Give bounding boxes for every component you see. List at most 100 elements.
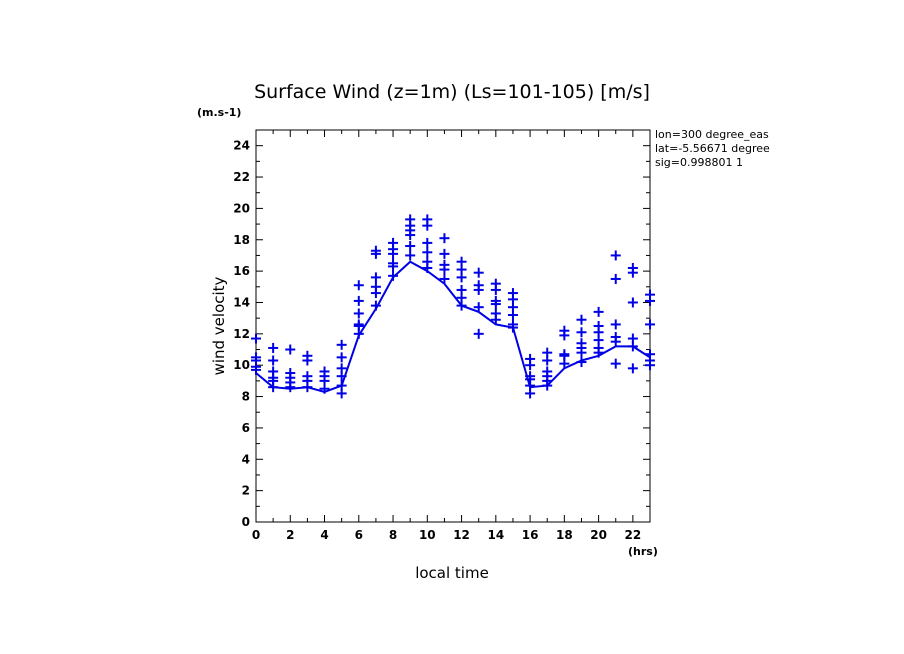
y-tick-label: 14 (233, 295, 250, 309)
wind-sample-marker (593, 347, 604, 358)
wind-sample-marker (439, 264, 450, 275)
wind-sample-marker (610, 319, 621, 330)
x-axis: 0 2 4 6 8 10 12 14 16 18 20 22 (252, 130, 651, 542)
wind-sample-marker (473, 302, 484, 313)
wind-sample-marker (542, 380, 553, 391)
x-tick-label: 2 (286, 528, 294, 542)
wind-sample-marker (405, 230, 416, 241)
y-tick-label: 4 (242, 452, 250, 466)
x-tick-label: 16 (522, 528, 539, 542)
wind-sample-marker (542, 355, 553, 366)
wind-sample-marker (627, 267, 638, 278)
wind-sample-marker (405, 241, 416, 252)
wind-sample-marker (422, 220, 433, 231)
y-tick-label: 18 (233, 233, 250, 247)
y-tick-label: 24 (233, 139, 250, 153)
wind-sample-marker (525, 360, 536, 371)
wind-sample-marker (576, 327, 587, 338)
y-tick-label: 2 (242, 484, 250, 498)
wind-sample-marker (336, 388, 347, 399)
x-tick-label: 20 (590, 528, 607, 542)
mean-wind-line (255, 260, 651, 393)
wind-sample-marker (610, 250, 621, 261)
wind-sample-marker (353, 328, 364, 339)
wind-sample-marker (268, 382, 279, 393)
info-lon: lon=300 degree_eas (655, 128, 769, 141)
y-tick-label: 6 (242, 421, 250, 435)
wind-sample-marker (336, 371, 347, 382)
wind-sample-marker (268, 355, 279, 366)
wind-sample-marker (559, 330, 570, 341)
plot-frame (255, 129, 651, 523)
wind-sample-marker (490, 299, 501, 310)
wind-sample-marker (388, 261, 399, 272)
y-tick-label: 22 (233, 170, 250, 184)
wind-sample-marker (473, 284, 484, 295)
wind-sample-marker (336, 352, 347, 363)
series-layer (251, 214, 655, 399)
wind-sample-marker (319, 383, 330, 394)
y-unit-label: (m.s-1) (197, 106, 241, 119)
wind-sample-marker (422, 237, 433, 248)
y-tick-label: 8 (242, 390, 250, 404)
wind-sample-marker (473, 267, 484, 278)
x-tick-label: 8 (389, 528, 397, 542)
wind-sample-marker (353, 280, 364, 291)
wind-sample-marker (610, 273, 621, 284)
y-tick-label: 16 (233, 264, 250, 278)
wind-sample-marker (507, 322, 518, 333)
wind-sample-marker (370, 288, 381, 299)
wind-sample-marker (610, 358, 621, 369)
wind-sample-marker (610, 336, 621, 347)
wind-sample-marker (490, 284, 501, 295)
wind-sample-marker (439, 248, 450, 259)
wind-sample-marker (439, 273, 450, 284)
wind-sample-marker (627, 341, 638, 352)
wind-sample-marker (456, 300, 467, 311)
wind-sample-marker (302, 382, 313, 393)
y-tick-label: 0 (242, 515, 250, 529)
wind-sample-marker (645, 295, 655, 306)
wind-sample-marker (388, 248, 399, 259)
info-lat: lat=-5.56671 degree (655, 142, 770, 155)
wind-sample-marker (645, 319, 655, 330)
wind-sample-marker (251, 364, 261, 375)
wind-sample-marker (302, 355, 313, 366)
wind-sample-marker (525, 388, 536, 399)
wind-sample-marker (645, 360, 655, 371)
wind-sample-marker (370, 300, 381, 311)
wind-sample-marker (627, 363, 638, 374)
wind-sample-marker (370, 248, 381, 259)
wind-sample-marker (507, 310, 518, 321)
wind-sample-marker (593, 306, 604, 317)
y-tick-label: 12 (233, 327, 250, 341)
wind-sample-marker (251, 333, 261, 344)
wind-sample-marker (353, 295, 364, 306)
x-tick-label: 18 (556, 528, 573, 542)
y-tick-label: 10 (233, 358, 250, 372)
wind-sample-marker (439, 233, 450, 244)
x-tick-label: 4 (320, 528, 328, 542)
wind-sample-marker (422, 262, 433, 273)
x-tick-label: 22 (625, 528, 642, 542)
wind-sample-marker (456, 272, 467, 283)
info-sig: sig=0.998801 1 (655, 156, 743, 169)
chart-title: Surface Wind (z=1m) (Ls=101-105) [m/s] (254, 81, 650, 103)
x-tick-label: 14 (487, 528, 504, 542)
x-tick-label: 12 (453, 528, 470, 542)
y-tick-label: 20 (233, 201, 250, 215)
wind-sample-marker (490, 314, 501, 325)
wind-sample-marker (285, 344, 296, 355)
wind-sample-marker (353, 308, 364, 319)
x-unit-label: (hrs) (628, 545, 658, 558)
x-tick-label: 10 (419, 528, 436, 542)
wind-sample-marker (627, 297, 638, 308)
wind-sample-marker (268, 342, 279, 353)
wind-sample-marker (576, 347, 587, 358)
y-axis-label: wind velocity (210, 276, 228, 375)
wind-sample-marker (576, 357, 587, 368)
wind-sample-marker (388, 270, 399, 281)
wind-sample-marker (576, 314, 587, 325)
